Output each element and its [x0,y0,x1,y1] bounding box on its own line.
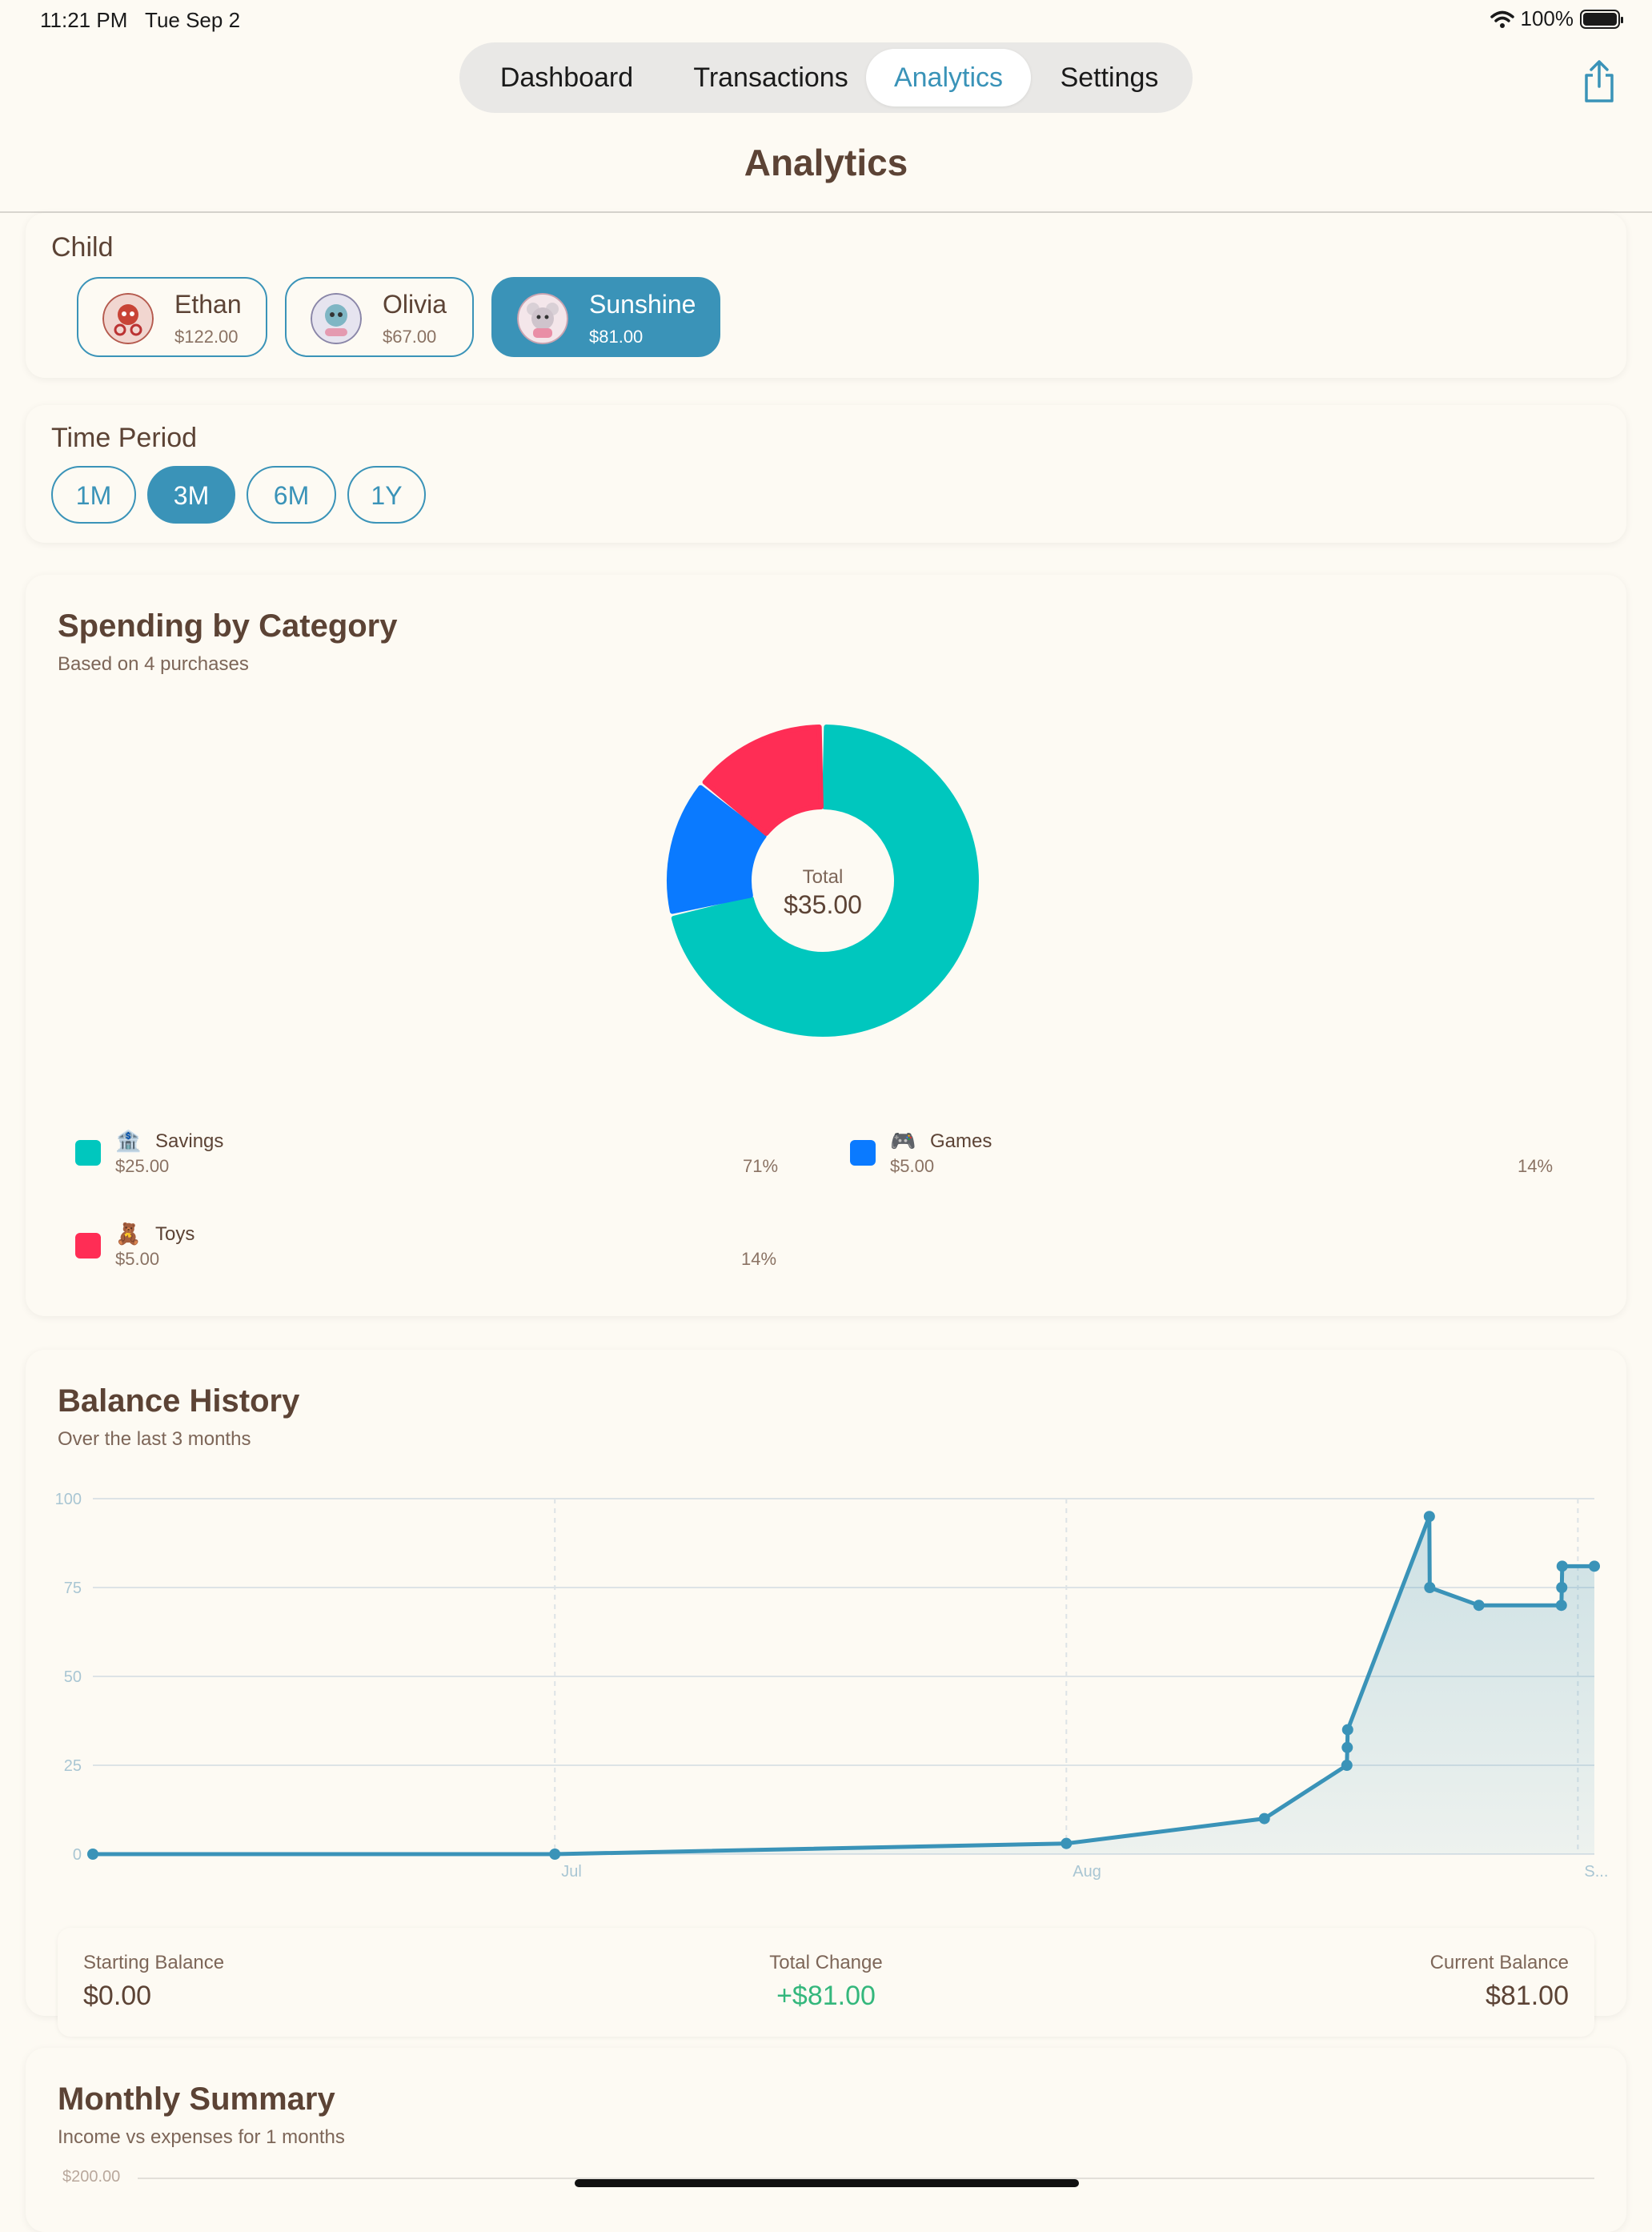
balance-point [1589,1560,1600,1572]
donut-total-label: Total [802,866,844,888]
balance-point [1556,1582,1568,1593]
tab-analytics[interactable]: Analytics [866,49,1031,106]
legend-pct-savings: 71% [743,1156,779,1176]
games-icon: 🎮 [890,1129,916,1153]
balance-history-chart: 0 25 50 75 100 Jul Aug S... [55,1491,1609,1881]
time-period-card: Time Period 1M 3M 6M 1Y [26,405,1626,543]
legend-name-games: Games [930,1130,992,1152]
balance-area [93,1516,1594,1854]
child-selector-card: Child Ethan $122.00 Olivia $67.00 [26,213,1626,378]
spending-subtitle: Based on 4 purchases [58,653,249,675]
wifi-icon [1490,10,1514,28]
spending-card: Spending by Category Based on 4 purchase… [26,575,1626,1316]
child-balance: $122.00 [174,327,239,347]
tab-transactions[interactable]: Transactions [693,62,848,93]
legend-name-savings: Savings [155,1130,224,1152]
total-change-value: +$81.00 [776,1981,876,2011]
y-tick-label: 100 [55,1491,82,1508]
status-indicators: 100% [1490,6,1623,31]
avatar [102,293,154,344]
header-divider [0,211,1652,213]
legend-pct-toys: 14% [741,1249,777,1269]
starting-balance-value: $0.00 [83,1981,152,2011]
starting-balance-label: Starting Balance [83,1952,225,1973]
time-period-label: Time Period [51,423,198,453]
balance-point [1341,1760,1353,1771]
period-6m-button[interactable]: 6M [247,466,336,524]
y-tick-label: 75 [64,1580,82,1597]
donut-slice-games [667,785,767,914]
balance-point [549,1849,561,1860]
child-name: Sunshine [589,290,696,319]
child-pill-sunshine[interactable]: Sunshine $81.00 [491,277,720,357]
child-balance: $81.00 [589,327,644,347]
spending-donut-chart [667,725,979,1037]
legend-name-toys: Toys [155,1223,195,1245]
monthly-y-axis-top-label: $200.00 [62,2168,121,2186]
total-change-label: Total Change [769,1952,883,1973]
tab-settings[interactable]: Settings [1060,62,1159,93]
balance-point [87,1849,98,1860]
balance-point [1556,1560,1568,1572]
battery-percent: 100% [1520,6,1574,30]
child-pill-olivia[interactable]: Olivia $67.00 [285,277,474,357]
toys-icon: 🧸 [115,1222,142,1246]
balance-point [1473,1600,1485,1612]
y-tick-label: 0 [73,1846,82,1864]
legend-swatch-savings [75,1140,101,1166]
period-1y-button[interactable]: 1Y [347,466,426,524]
monthly-subtitle: Income vs expenses for 1 months [58,2126,345,2148]
donut-slice-toys [702,725,824,837]
child-name: Olivia [383,290,447,319]
child-section-label: Child [51,232,114,263]
avatar [517,293,568,344]
legend-swatch-games [850,1140,876,1166]
top-tab-bar: Dashboard Transactions Analytics Setting… [459,42,1193,113]
balance-point [1341,1741,1353,1753]
spending-title: Spending by Category [58,608,398,644]
child-name: Ethan [174,290,242,319]
legend-swatch-toys [75,1233,101,1259]
balance-point [1258,1812,1270,1825]
battery-icon [1580,9,1623,29]
balance-point [1424,1582,1436,1593]
monthly-summary-card: Monthly Summary Income vs expenses for 1… [26,2048,1626,2232]
child-pill-ethan[interactable]: Ethan $122.00 [77,277,267,357]
x-tick-label: S... [1584,1863,1608,1881]
donut-slice-savings [671,725,979,1037]
monthly-title: Monthly Summary [58,2081,335,2117]
x-tick-label: Aug [1073,1863,1101,1881]
y-tick-label: 25 [64,1757,82,1775]
donut-total-value: $35.00 [784,890,862,919]
balance-title: Balance History [58,1383,300,1419]
balance-point [1423,1511,1435,1523]
avatar [311,293,362,344]
balance-point [1555,1600,1567,1612]
legend-amount-savings: $25.00 [115,1156,170,1176]
legend-pct-games: 14% [1518,1156,1554,1176]
home-indicator [575,2179,1079,2187]
balance-history-card: Balance History Over the last 3 months 0… [26,1350,1626,2037]
balance-subtitle: Over the last 3 months [58,1428,251,1450]
monthly-top-gridline [138,2178,1594,2179]
status-time: 11:21 PM Tue Sep 2 [40,8,241,32]
legend-amount-toys: $5.00 [115,1249,160,1269]
period-3m-button[interactable]: 3M [147,466,235,524]
balance-point [1061,1837,1073,1849]
x-tick-label: Jul [561,1863,582,1881]
balance-point [1341,1724,1353,1736]
legend-amount-games: $5.00 [890,1156,935,1176]
savings-icon: 🏦 [115,1129,142,1153]
period-1m-button[interactable]: 1M [51,466,136,524]
y-tick-label: 50 [64,1668,82,1686]
child-balance: $67.00 [383,327,437,347]
page-title: Analytics [744,142,908,183]
tab-dashboard[interactable]: Dashboard [499,62,634,93]
balance-stats-panel: Starting Balance $0.00 Total Change +$81… [58,1928,1594,2037]
share-icon[interactable] [1582,59,1617,104]
current-balance-value: $81.00 [1486,1981,1569,2011]
current-balance-label: Current Balance [1429,1952,1569,1973]
